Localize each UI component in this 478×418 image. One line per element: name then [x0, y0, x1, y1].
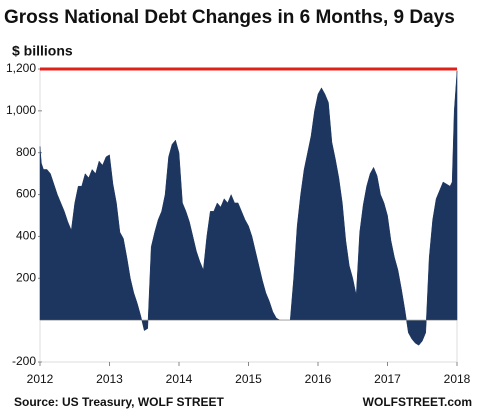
y-tick-label: 800	[16, 145, 36, 159]
x-tick-label: 2014	[166, 372, 193, 386]
x-tick-label: 2016	[305, 372, 332, 386]
chart-title: Gross National Debt Changes in 6 Months,…	[4, 7, 455, 28]
x-tick-label: 2013	[96, 372, 123, 386]
y-tick-label: 1,000	[6, 103, 36, 117]
x-tick-label: 2017	[374, 372, 401, 386]
y-axis-label: $ billions	[12, 43, 73, 59]
x-tick-label: 2012	[27, 372, 54, 386]
y-tick-label: 1,200	[6, 61, 36, 75]
source: Source: US Treasury, WOLF STREET	[14, 395, 224, 409]
y-tick-label: 600	[16, 187, 36, 201]
y-tick-label: 200	[16, 270, 36, 284]
area	[39, 71, 458, 346]
credit: WOLFSTREET.com	[363, 395, 472, 409]
y-tick-label: 400	[16, 229, 36, 243]
y-tick-label: -200	[12, 354, 36, 368]
x-tick-label: 2015	[235, 372, 262, 386]
x-tick-label: 2018	[444, 372, 471, 386]
